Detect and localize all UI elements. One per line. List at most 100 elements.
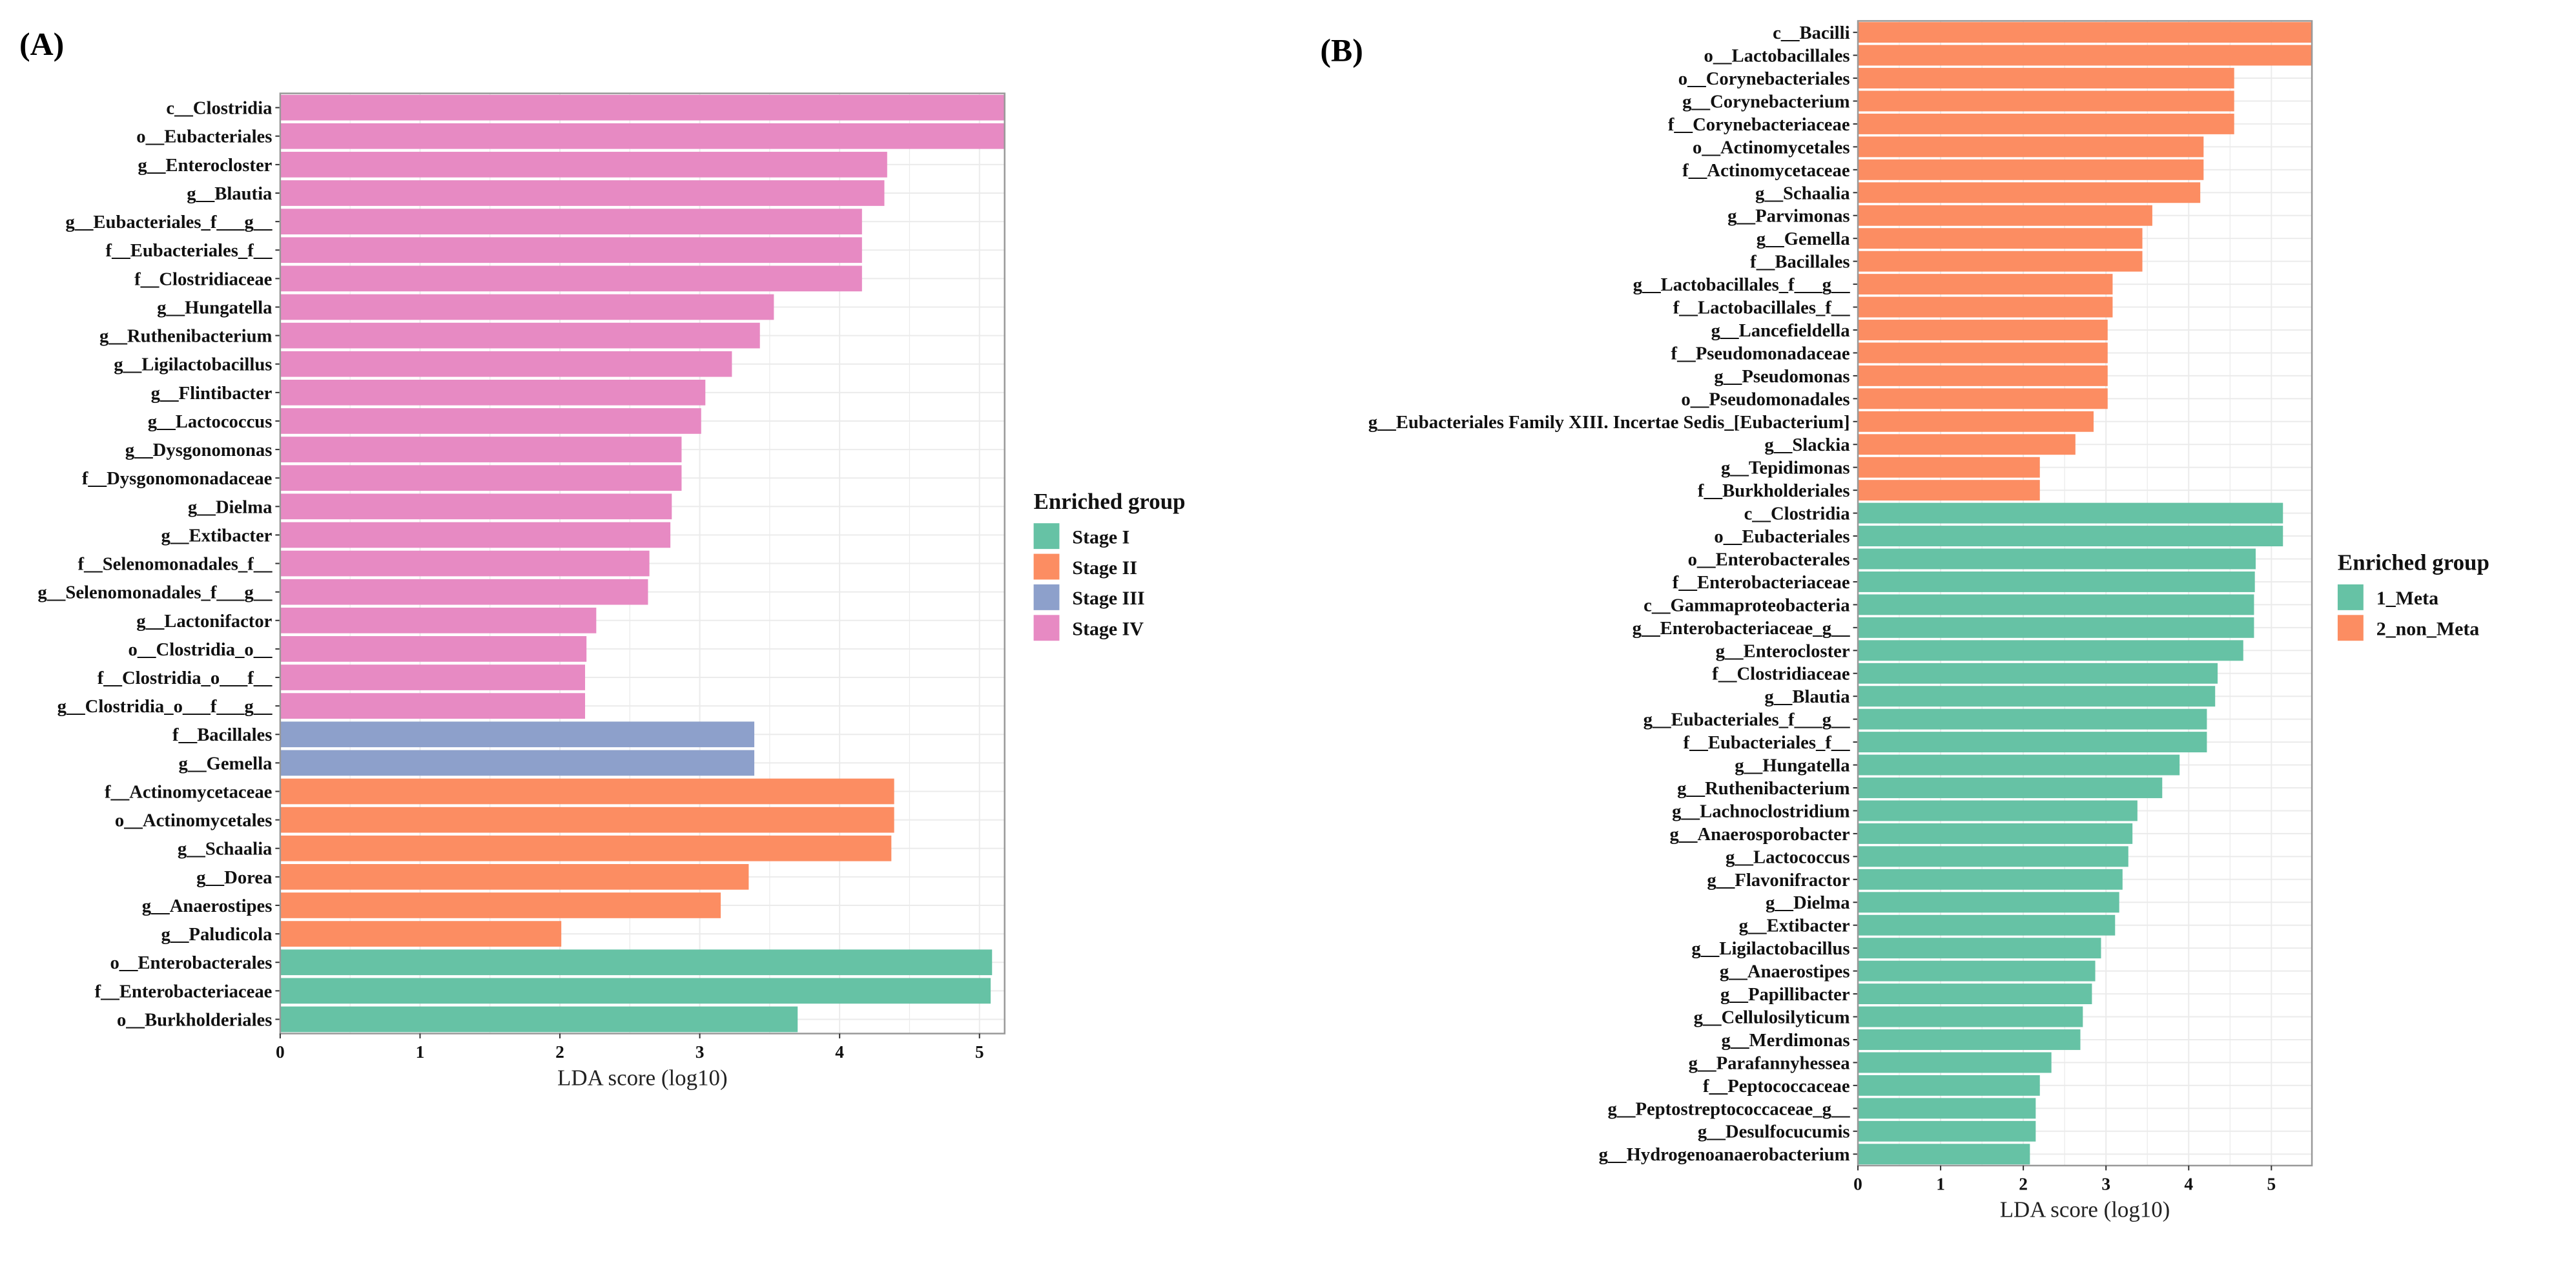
bar: [280, 294, 774, 320]
bar: [1858, 640, 2243, 661]
x-tick-label: 5: [2267, 1174, 2276, 1193]
y-tick-label: c__Clostridia: [1744, 504, 1850, 524]
bar: [1858, 22, 2313, 43]
bar: [1858, 502, 2283, 524]
bar: [1858, 571, 2255, 592]
y-tick-label: f__Peptococcaceae: [1703, 1076, 1850, 1097]
y-tick-label: f__Pseudomonadaceae: [1671, 343, 1850, 364]
y-tick-label: g__Eubacteriales_f___g__: [1643, 710, 1851, 730]
y-tick-label: g__Ruthenibacterium: [99, 326, 273, 347]
y-tick-label: g__Slackia: [1764, 435, 1850, 455]
y-tick-label: f__Bacillales: [1750, 252, 1850, 273]
bar: [1858, 68, 2234, 88]
y-tick-label: g__Peptostreptococcaceae_g__: [1607, 1098, 1850, 1119]
y-tick-label: f__Clostridiaceae: [134, 269, 272, 289]
bar: [1858, 686, 2216, 707]
bar: [280, 664, 586, 690]
bar: [280, 921, 562, 947]
bar: [1858, 159, 2204, 180]
bar: [280, 835, 892, 861]
bar: [1858, 1006, 2083, 1027]
y-tick-label: g__Hungatella: [1735, 756, 1850, 776]
legend-title: Enriched group: [1034, 489, 1186, 514]
y-tick-label: g__Cellulosilyticum: [1694, 1007, 1850, 1027]
x-tick-label: 1: [416, 1042, 425, 1062]
bar: [280, 152, 887, 178]
bar: [280, 94, 1005, 121]
bar: [280, 607, 597, 634]
bar: [1858, 1052, 2052, 1073]
y-tick-label: g__Dysgonomonas: [125, 440, 273, 460]
y-tick-label: g__Pseudomonas: [1714, 366, 1850, 387]
bar: [1858, 388, 2108, 409]
y-tick-label: g__Anaerostipes: [142, 896, 273, 916]
bar: [280, 180, 885, 206]
y-tick-label: c__Gammaproteobacteria: [1643, 595, 1850, 615]
bar: [1858, 228, 2143, 249]
legend-label: 1_Meta: [2376, 588, 2438, 609]
panel-label-a: (A): [19, 26, 64, 62]
bar: [1858, 296, 2113, 318]
bar: [1858, 892, 2119, 913]
bar: [1858, 480, 2040, 501]
y-tick-label: o__Eubacteriales: [136, 127, 272, 147]
panel-label-b: (B): [1320, 33, 1363, 68]
y-tick-label: f__Clostridia_o___f__: [98, 668, 273, 688]
y-tick-label: g__Anaerosporobacter: [1669, 824, 1850, 845]
bar: [1858, 778, 2163, 798]
bar: [1858, 1144, 2030, 1165]
bar: [1858, 754, 2180, 776]
y-tick-label: g__Lactonifactor: [136, 611, 272, 632]
plot-border: [1857, 20, 2313, 1167]
y-tick-label: g__Dielma: [1766, 892, 1850, 913]
bar: [1858, 526, 2283, 547]
bar: [280, 721, 755, 748]
y-tick-label: g__Ligilactobacillus: [114, 355, 272, 375]
y-tick-label: f__Eubacteriales_f__: [1684, 732, 1851, 753]
y-tick-label: g__Enterocloster: [138, 155, 272, 176]
bar: [1858, 548, 2256, 570]
x-axis-title: LDA score (log10): [2000, 1197, 2170, 1222]
bar: [280, 322, 760, 349]
y-tick-label: o__Pseudomonadales: [1681, 389, 1850, 409]
y-tick-label: g__Parafannyhessea: [1689, 1053, 1850, 1073]
y-tick-label: f__Dysgonomonadaceae: [82, 468, 273, 489]
y-tick-label: g__Enterocloster: [1716, 641, 1850, 661]
x-tick-label: 1: [1936, 1174, 1945, 1193]
bar: [1858, 846, 2128, 867]
bar: [1858, 457, 2040, 478]
bar: [280, 379, 706, 406]
x-tick-label: 0: [1853, 1174, 1862, 1193]
y-tick-label: g__Lactobacillales_f___g__: [1633, 274, 1851, 295]
y-tick-label: g__Corynebacterium: [1682, 91, 1850, 112]
y-tick-label: g__Schaalia: [1755, 183, 1850, 203]
y-tick-label: o__Enterobacterales: [1688, 549, 1850, 570]
bar: [1858, 136, 2204, 158]
bar: [280, 949, 993, 976]
bar: [280, 550, 650, 577]
bar: [280, 864, 749, 890]
y-tick-label: g__Hungatella: [157, 297, 272, 318]
legend-swatch: [2337, 615, 2364, 641]
bar: [1858, 1098, 2036, 1119]
bar: [1858, 914, 2116, 936]
bar: [1858, 938, 2101, 959]
legend-label: 2_non_Meta: [2376, 618, 2480, 639]
bar: [1858, 800, 2138, 821]
bar: [280, 437, 682, 462]
legend-swatch: [1033, 615, 1060, 641]
x-tick-label: 2: [555, 1042, 564, 1062]
y-tick-label: g__Lactococcus: [148, 411, 273, 432]
bar: [280, 892, 721, 918]
bar: [1858, 594, 2254, 615]
bar: [1858, 320, 2108, 340]
bar: [1858, 869, 2123, 890]
bar: [1858, 251, 2143, 272]
y-tick-label: g__Extibacter: [1739, 916, 1850, 936]
y-tick-label: f__Enterobacteriaceae: [1673, 572, 1850, 593]
bar: [280, 522, 671, 548]
bar: [1858, 411, 2094, 432]
bar: [1858, 45, 2313, 66]
y-tick-label: c__Bacilli: [1773, 23, 1850, 43]
y-tick-label: g__Lancefieldella: [1711, 320, 1850, 341]
